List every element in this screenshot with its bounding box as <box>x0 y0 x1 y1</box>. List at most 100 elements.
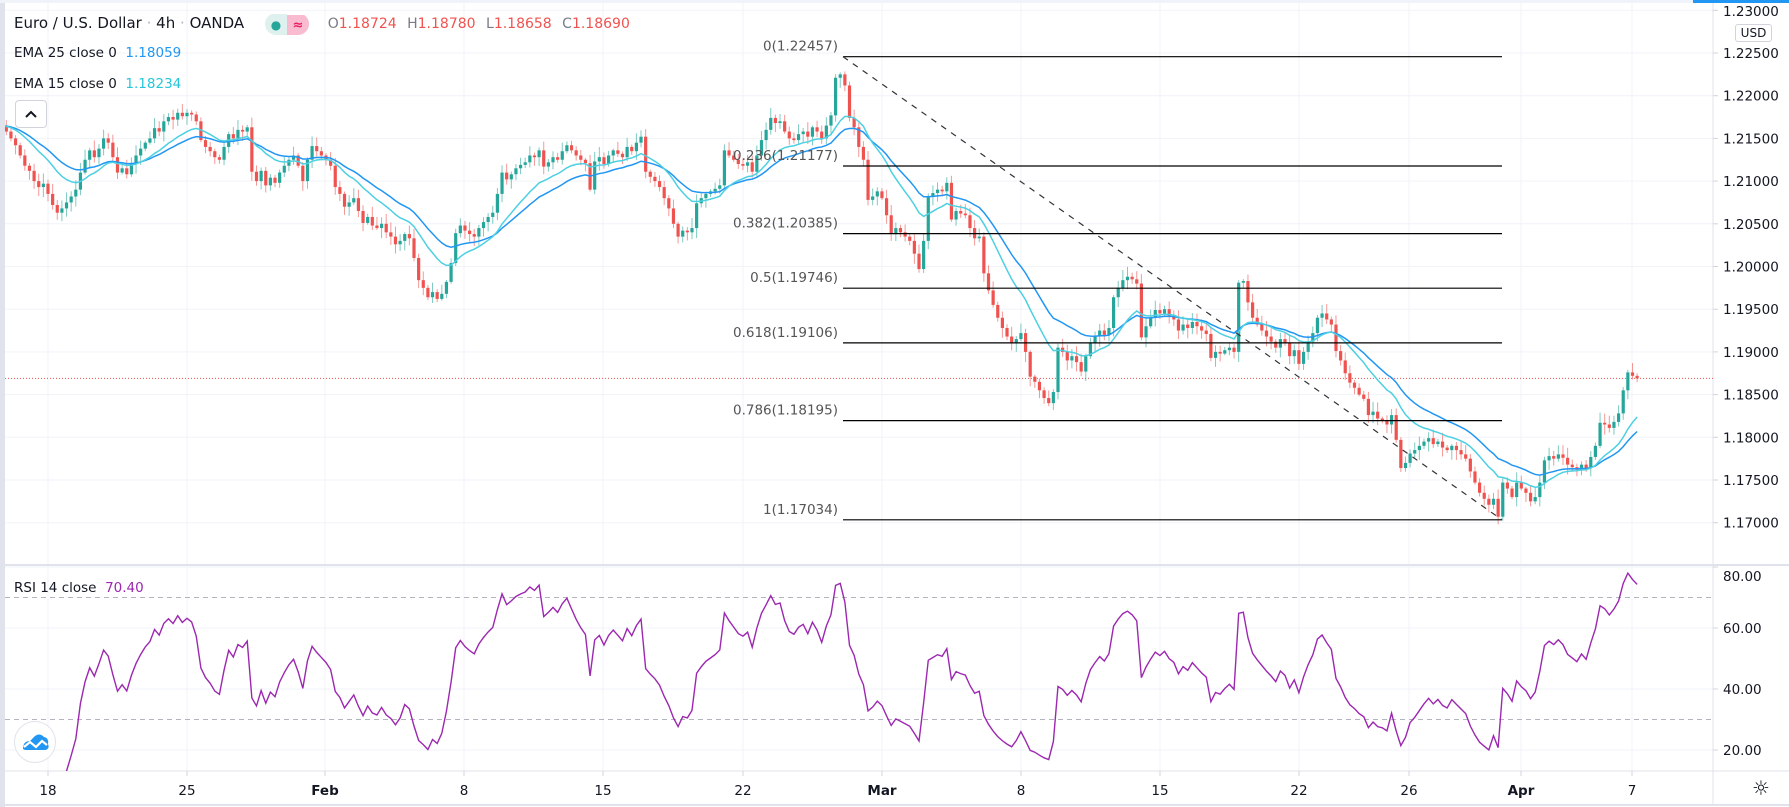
candle <box>366 213 370 225</box>
candle <box>1445 445 1449 454</box>
candle <box>931 185 935 206</box>
candle-body <box>1482 492 1486 499</box>
candle <box>1181 316 1185 335</box>
candle-body <box>301 165 305 182</box>
candle <box>264 166 268 193</box>
candle <box>764 122 768 150</box>
time-axis-label: Mar <box>867 783 897 799</box>
price-axis-label: 1.18500 <box>1723 388 1779 404</box>
ema15-legend[interactable]: EMA 15 close 0 1.18234 <box>14 76 182 92</box>
candle <box>1454 442 1459 460</box>
candle <box>458 218 462 238</box>
candle <box>152 118 157 144</box>
currency-badge[interactable]: USD <box>1735 24 1772 42</box>
time-axis-label: 7 <box>1628 783 1637 799</box>
candle <box>620 151 625 165</box>
candle <box>125 159 129 179</box>
candle-body <box>338 187 342 194</box>
candle-body <box>481 222 486 229</box>
candle-body <box>111 142 115 158</box>
candle-body <box>1246 281 1250 303</box>
open-value: 1.18724 <box>338 16 397 32</box>
candle <box>787 126 791 145</box>
status-pill[interactable]: ● ≈ <box>264 13 309 35</box>
candle <box>259 167 263 190</box>
rsi-legend[interactable]: RSI 14 close 70.40 <box>14 580 144 596</box>
candle <box>1278 332 1282 358</box>
candle-body <box>64 202 69 209</box>
candle-body <box>1380 418 1384 421</box>
ema25-legend[interactable]: EMA 25 close 0 1.18059 <box>14 45 182 61</box>
price-axis-label: 1.20000 <box>1723 260 1779 276</box>
candle <box>1427 432 1431 452</box>
candle <box>120 163 124 175</box>
candle-body <box>829 115 833 126</box>
candle-body <box>1014 339 1018 344</box>
candle <box>403 232 407 251</box>
candle-body <box>1561 454 1565 458</box>
tradingview-logo[interactable] <box>14 721 56 763</box>
candle <box>342 191 347 215</box>
candle <box>648 169 652 183</box>
candle <box>977 228 981 243</box>
candle-body <box>1593 445 1598 457</box>
candle <box>922 234 926 273</box>
candle <box>908 233 912 246</box>
candle-body <box>1477 482 1482 493</box>
symbol-legend[interactable]: Euro / U.S. Dollar · 4h · OANDA ● ≈ O1.18… <box>14 11 636 36</box>
candle <box>1491 492 1496 510</box>
candle <box>449 258 453 284</box>
gear-icon[interactable]: ☼ <box>1752 776 1770 800</box>
candle-body <box>963 213 967 216</box>
candle-body <box>18 145 22 156</box>
candle-body <box>514 168 518 175</box>
candle-body <box>1260 324 1264 331</box>
candle <box>1204 324 1208 342</box>
ema15-value: 1.18234 <box>125 76 182 92</box>
interval: 4h <box>156 14 176 32</box>
candle <box>1630 363 1635 380</box>
candle-body <box>926 196 930 241</box>
price-axis-label: 1.17500 <box>1723 473 1779 489</box>
candle-body <box>1357 387 1361 395</box>
candle <box>278 169 282 188</box>
candle-body <box>1348 373 1352 383</box>
candle <box>1533 487 1537 505</box>
candle <box>829 111 833 135</box>
price-axis-label: 1.19500 <box>1723 302 1779 318</box>
ema15-line <box>5 115 1638 488</box>
candle <box>1487 494 1491 513</box>
candle <box>1343 352 1347 381</box>
candle-body <box>722 150 727 186</box>
candle-body <box>1552 456 1556 459</box>
candle <box>1519 475 1523 491</box>
candle <box>579 149 583 166</box>
candle <box>5 120 8 136</box>
candle-body <box>143 142 147 149</box>
fib-level-label: 0(1.22457) <box>763 39 838 55</box>
candle-body <box>685 230 689 233</box>
candle <box>9 126 13 142</box>
candle <box>319 146 323 161</box>
candle-body <box>1204 330 1208 334</box>
candle-body <box>1237 282 1241 352</box>
candle <box>296 153 300 169</box>
candle-body <box>1403 462 1408 469</box>
candle <box>509 171 513 189</box>
candle <box>134 145 138 174</box>
candle-body <box>644 136 648 172</box>
candle-body <box>296 155 300 166</box>
candle <box>1061 338 1065 357</box>
candle-body <box>620 153 625 158</box>
candle-body <box>1283 339 1287 344</box>
candle <box>662 180 666 206</box>
candle-body <box>1320 313 1324 318</box>
candle-body <box>1269 336 1273 342</box>
candle-body <box>417 257 421 281</box>
candle-body <box>1427 438 1431 442</box>
collapse-legend-button[interactable] <box>15 100 47 128</box>
candle-body <box>352 198 356 203</box>
time-axis-label: 8 <box>1017 783 1026 799</box>
candle <box>667 195 671 217</box>
